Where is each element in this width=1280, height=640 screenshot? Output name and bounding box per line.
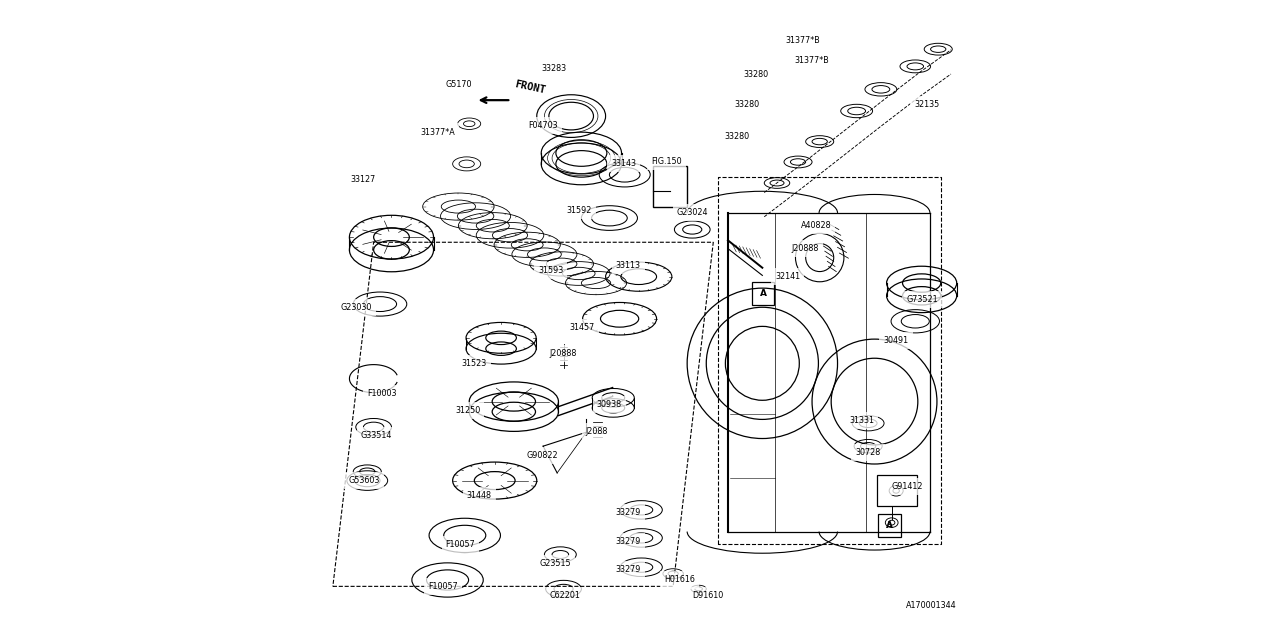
Text: 33280: 33280: [735, 100, 759, 109]
Text: 31250: 31250: [456, 406, 480, 415]
Text: A: A: [886, 521, 893, 530]
Text: 31331: 31331: [849, 416, 874, 425]
Text: G5170: G5170: [445, 80, 472, 89]
Text: G23515: G23515: [539, 559, 571, 568]
Text: FIG.150: FIG.150: [652, 157, 682, 166]
Text: D91610: D91610: [692, 591, 723, 600]
Text: G53603: G53603: [348, 476, 380, 485]
Text: 32141: 32141: [776, 272, 800, 281]
Text: C62201: C62201: [549, 591, 580, 600]
Text: F04703: F04703: [529, 121, 558, 130]
Text: G33514: G33514: [361, 431, 392, 440]
Text: 31448: 31448: [467, 491, 492, 500]
Text: 30938: 30938: [596, 399, 622, 408]
Bar: [877, 476, 916, 506]
Text: G23030: G23030: [340, 303, 372, 312]
Text: J20888: J20888: [549, 349, 577, 358]
Text: A: A: [759, 289, 767, 298]
Text: 33279: 33279: [616, 565, 641, 574]
Text: J2088: J2088: [586, 427, 608, 436]
Text: 31457: 31457: [570, 323, 595, 332]
Text: 33127: 33127: [349, 175, 375, 184]
Text: J20888: J20888: [791, 244, 819, 253]
Text: G73521: G73521: [906, 295, 938, 304]
Text: F10003: F10003: [367, 388, 397, 398]
Text: G91412: G91412: [892, 483, 923, 492]
Text: A170001344: A170001344: [906, 601, 957, 610]
Text: 31592: 31592: [567, 206, 593, 215]
Text: H01616: H01616: [664, 575, 695, 584]
Text: G23024: G23024: [677, 209, 708, 218]
Text: F10057: F10057: [429, 582, 458, 591]
Text: 31377*B: 31377*B: [786, 36, 820, 45]
Text: 33280: 33280: [744, 70, 768, 79]
Text: 31377*A: 31377*A: [420, 127, 454, 136]
Text: 30728: 30728: [855, 448, 881, 457]
Text: 33143: 33143: [612, 159, 636, 168]
Text: 31377*B: 31377*B: [794, 56, 829, 65]
Text: 33283: 33283: [541, 64, 566, 73]
Text: F10057: F10057: [445, 540, 475, 549]
Text: 33279: 33279: [616, 508, 641, 517]
Text: 33280: 33280: [724, 132, 749, 141]
Text: 31593: 31593: [538, 266, 563, 275]
Text: 33113: 33113: [616, 261, 641, 270]
Text: 30491: 30491: [883, 336, 909, 345]
Text: FRONT: FRONT: [513, 79, 547, 95]
Text: G90822: G90822: [526, 451, 558, 460]
Text: 31523: 31523: [462, 359, 486, 368]
Text: 32135: 32135: [914, 100, 940, 109]
Text: 33279: 33279: [616, 537, 641, 547]
Bar: [653, 166, 687, 207]
Text: A40828: A40828: [800, 221, 831, 230]
